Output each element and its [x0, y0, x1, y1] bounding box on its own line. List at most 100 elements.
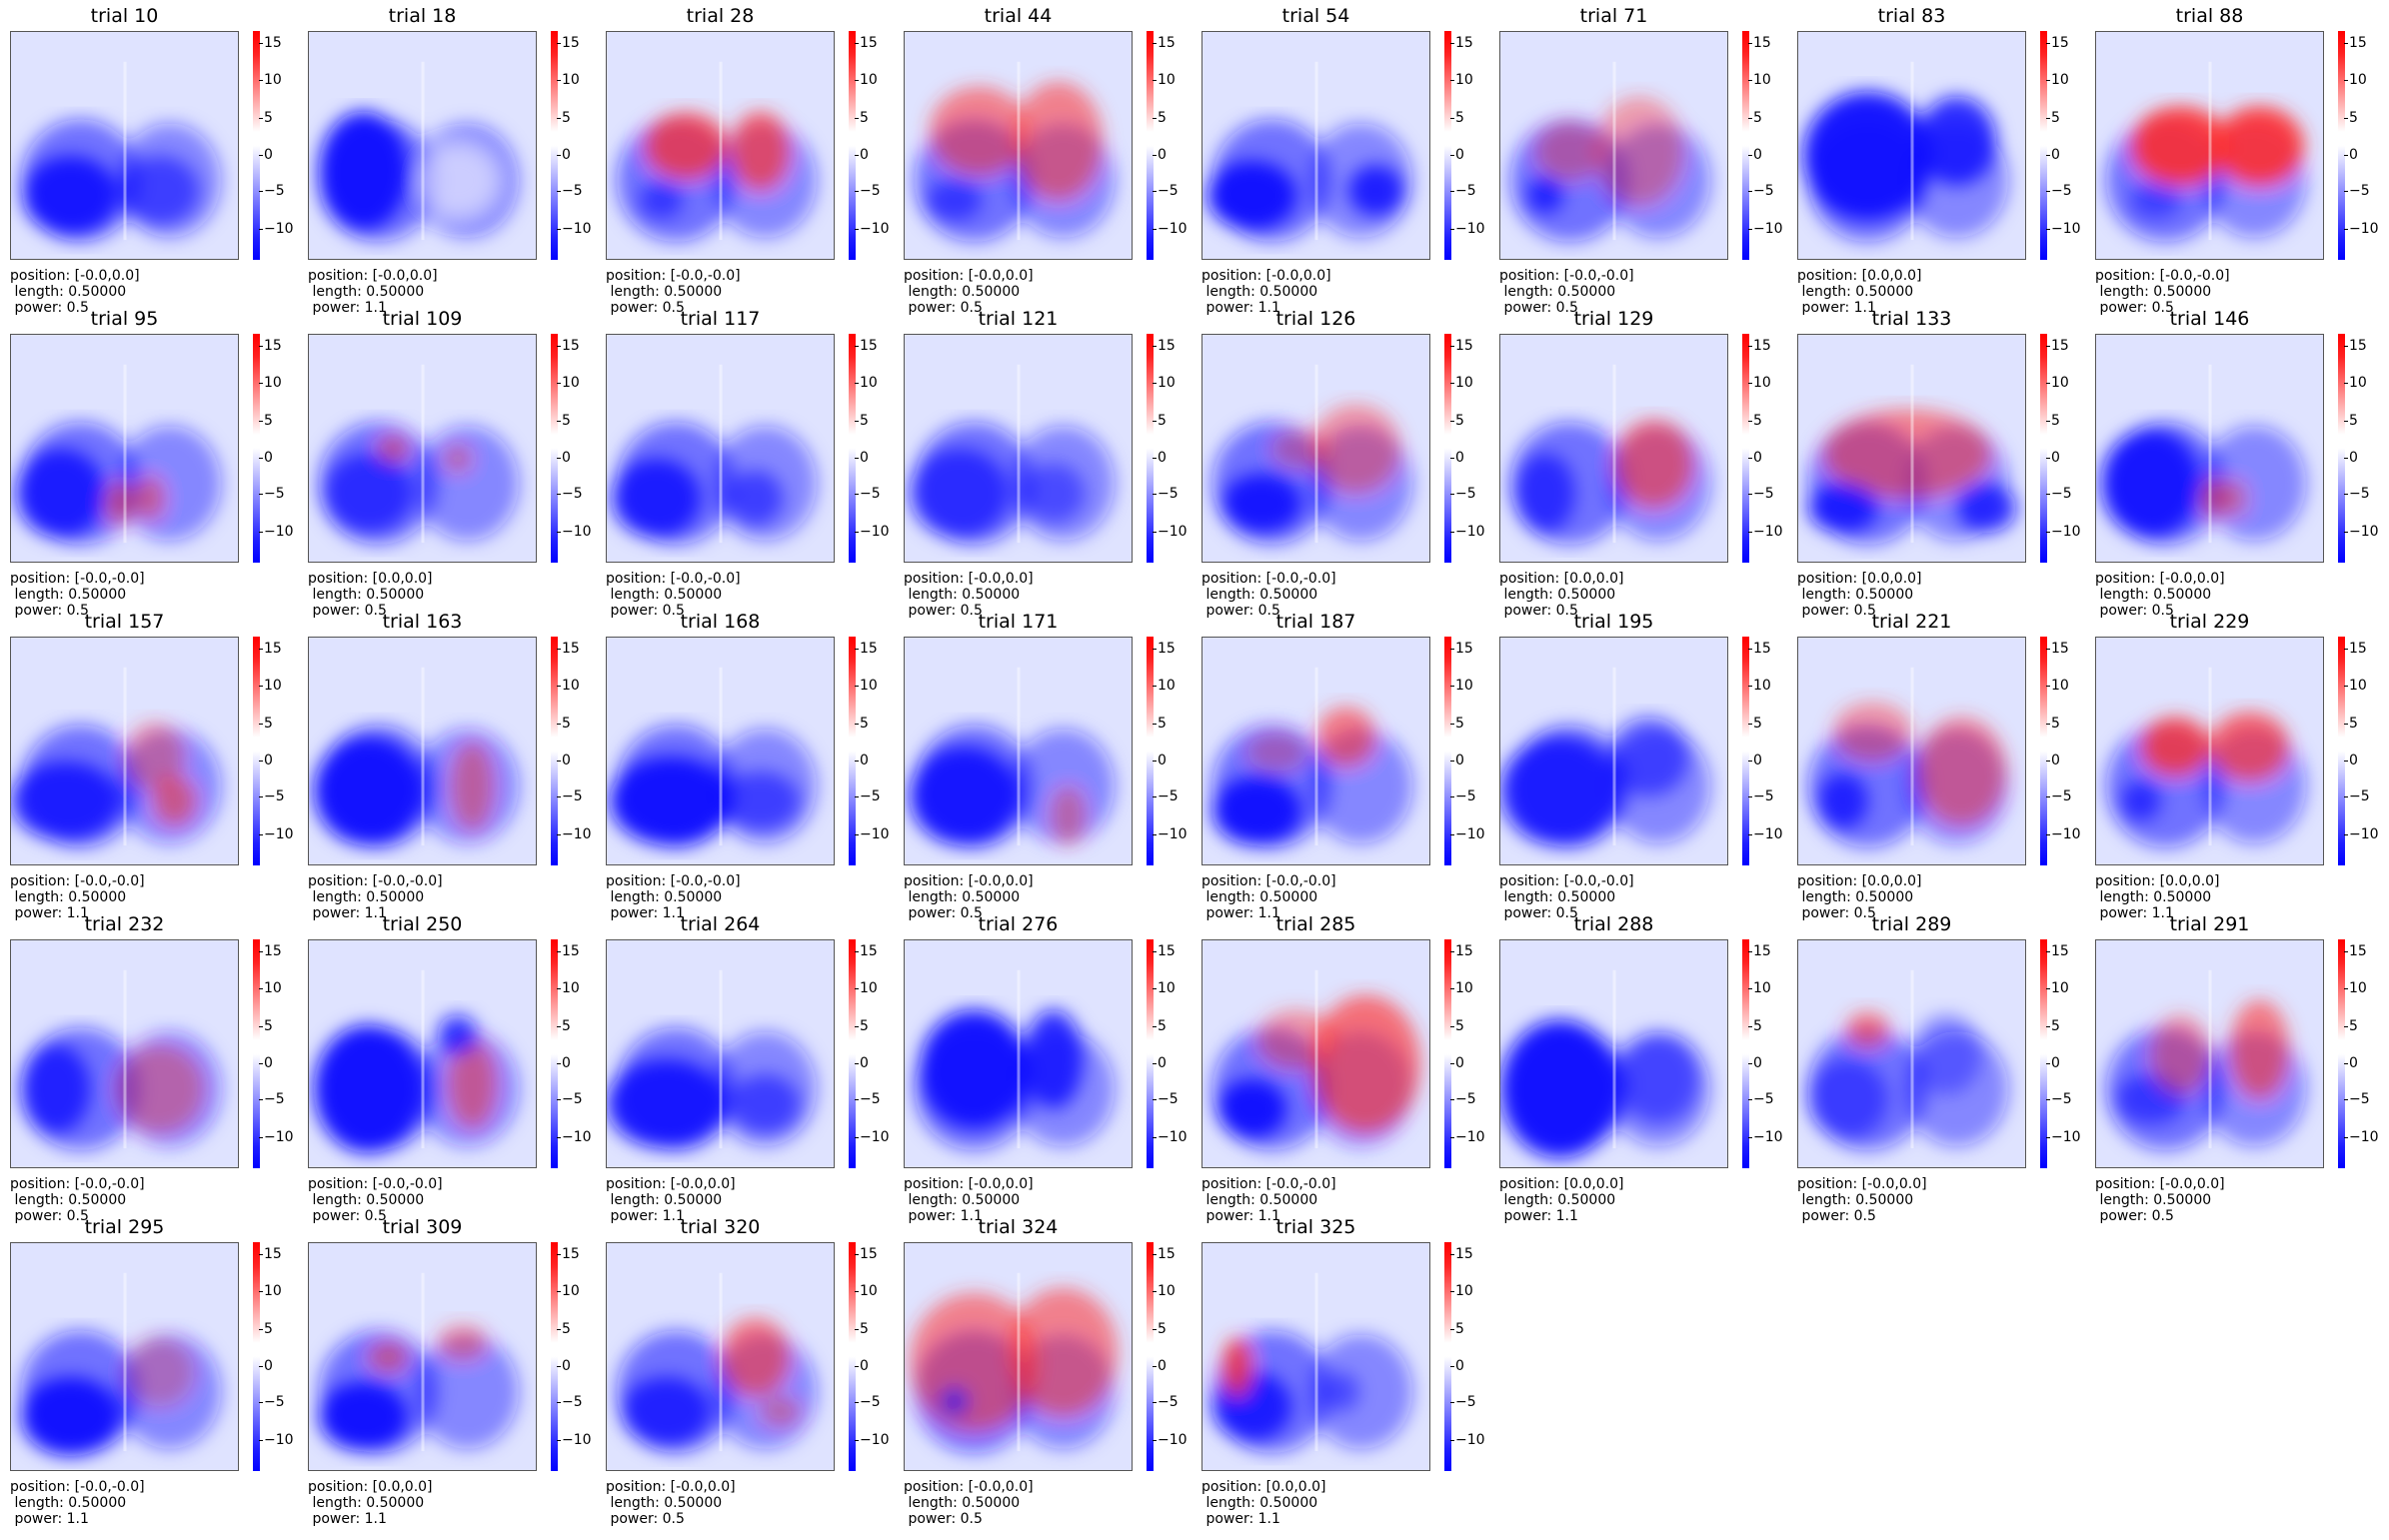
colorbar-tick-label: −10	[1450, 1128, 1485, 1145]
colorbar-tick-label: −5	[557, 1394, 583, 1411]
heatmap-image	[10, 31, 239, 260]
colorbar-tick-label: 5	[259, 1320, 273, 1337]
activity-blob	[1916, 96, 1997, 186]
colorbar-tick-label: −10	[259, 1128, 294, 1145]
heatmap-image	[606, 637, 835, 865]
activity-blob	[416, 426, 520, 542]
colorbar-tick-label: −10	[1153, 1128, 1188, 1145]
colorbar-tick-label: −10	[557, 1431, 592, 1448]
colorbar-tick-label: 15	[1450, 1246, 1473, 1262]
colorbar	[2040, 31, 2047, 260]
colorbar-tick-label: −5	[259, 1091, 285, 1108]
colorbar-tick-label: 5	[1153, 1017, 1167, 1034]
activity-blob	[2214, 106, 2305, 186]
panel-title: trial 285	[1275, 913, 1356, 935]
heatmap-panel: trial 291 15 10 5 0 −5 −10 position: [-0.0,0.0]…	[2085, 913, 2383, 1224]
activity-blob	[1216, 1078, 1287, 1139]
panel-info: position: [-0.0,-0.0] length: 0.50000 po…	[1499, 268, 1634, 316]
heatmap-image	[904, 334, 1133, 563]
panel-title: trial 88	[2175, 5, 2244, 27]
colorbar-tick-label: 5	[855, 1017, 869, 1034]
colorbar-tick-label: 10	[1153, 980, 1176, 997]
colorbar-tick-label: 10	[557, 678, 580, 695]
heatmap-panel: trial 44 15 10 5 0 −5 −10 position: [-0.0,0.0] …	[894, 5, 1192, 316]
heatmap-image	[2095, 31, 2324, 260]
colorbar-tick-label: 0	[1748, 146, 1762, 163]
colorbar-tick-label: −10	[1153, 523, 1188, 540]
activity-blob	[104, 481, 136, 526]
colorbar-tick-label: 0	[1748, 1054, 1762, 1071]
panel-info: position: [0.0,0.0] length: 0.50000 powe…	[308, 1479, 433, 1527]
activity-blob	[1609, 717, 1689, 796]
heatmap-panel: trial 187 15 10 5 0 −5 −10 position: [-0.0,-0.0…	[1192, 611, 1489, 921]
colorbar-tick-label: 0	[557, 146, 571, 163]
colorbar-tick-label: 15	[557, 35, 580, 51]
panel-info: position: [0.0,0.0] length: 0.50000 powe…	[2095, 873, 2220, 921]
heatmap-image	[606, 334, 835, 563]
colorbar-tick-label: 5	[2344, 715, 2358, 732]
panel-title: trial 309	[382, 1216, 463, 1238]
colorbar-tick-label: 10	[1450, 375, 1473, 392]
colorbar-tick-label: −10	[557, 220, 592, 237]
colorbar-tick-label: 15	[1748, 641, 1771, 657]
colorbar-tick-label: 15	[2344, 641, 2367, 657]
colorbar-tick-label: 10	[259, 1283, 282, 1300]
colorbar-tick-label: 15	[1153, 641, 1176, 657]
colorbar-tick-label: −5	[1450, 788, 1476, 805]
colorbar-tick-label: −10	[855, 1128, 890, 1145]
colorbar	[849, 1242, 856, 1471]
heatmap-image	[10, 939, 239, 1168]
panel-title: trial 18	[388, 5, 457, 27]
colorbar	[1444, 334, 1451, 563]
activity-blob	[1956, 483, 2017, 534]
colorbar-tick-label: 5	[1748, 715, 1762, 732]
colorbar-tick-label: 0	[2046, 1054, 2060, 1071]
colorbar	[849, 939, 856, 1168]
activity-blob	[1221, 473, 1302, 534]
colorbar-tick-label: 5	[1450, 1320, 1464, 1337]
panel-info: position: [-0.0,0.0] length: 0.50000 pow…	[606, 1479, 736, 1527]
activity-blob	[1246, 732, 1307, 771]
colorbar-tick-label: −10	[1153, 1431, 1188, 1448]
activity-blob	[639, 182, 684, 219]
colorbar	[1147, 939, 1154, 1168]
cortex-map	[1807, 364, 2017, 546]
heatmap-image	[904, 1242, 1133, 1471]
colorbar-tick-label: 5	[557, 1017, 571, 1034]
colorbar-tick-label: 10	[2046, 72, 2069, 89]
activity-blob	[2140, 717, 2210, 776]
heatmap-image	[606, 31, 835, 260]
colorbar-tick-label: 5	[1748, 1017, 1762, 1034]
colorbar	[1147, 31, 1154, 260]
activity-blob	[1500, 1019, 1619, 1159]
colorbar-tick-label: 10	[1153, 72, 1176, 89]
colorbar-tick-label: 10	[259, 980, 282, 997]
heatmap-image	[904, 31, 1133, 260]
activity-blob	[727, 470, 784, 527]
colorbar-tick-label: −10	[1748, 523, 1783, 540]
activity-blob	[377, 435, 410, 463]
activity-blob	[2209, 712, 2290, 781]
colorbar-tick-label: 0	[259, 449, 273, 466]
colorbar-tick-label: −10	[855, 523, 890, 540]
cortex-map	[616, 1272, 818, 1454]
cortex-map	[1500, 969, 1711, 1159]
colorbar-tick-label: −5	[855, 788, 881, 805]
activity-blob	[621, 1376, 712, 1447]
colorbar	[849, 334, 856, 563]
panel-title: trial 121	[978, 308, 1059, 330]
colorbar-tick-label: −10	[855, 1431, 890, 1448]
colorbar	[2338, 637, 2345, 865]
colorbar	[2040, 637, 2047, 865]
colorbar-tick-label: −5	[2344, 183, 2370, 200]
colorbar	[1444, 637, 1451, 865]
colorbar-tick-label: −5	[1153, 1394, 1179, 1411]
heatmap-image	[308, 31, 537, 260]
activity-blob	[2222, 480, 2247, 517]
colorbar-tick-label: 0	[2046, 449, 2060, 466]
colorbar-tick-label: 15	[2046, 35, 2069, 51]
activity-blob	[2130, 182, 2181, 219]
colorbar-tick-label: 5	[1450, 715, 1464, 732]
heatmap-image	[308, 637, 537, 865]
colorbar	[253, 334, 260, 563]
